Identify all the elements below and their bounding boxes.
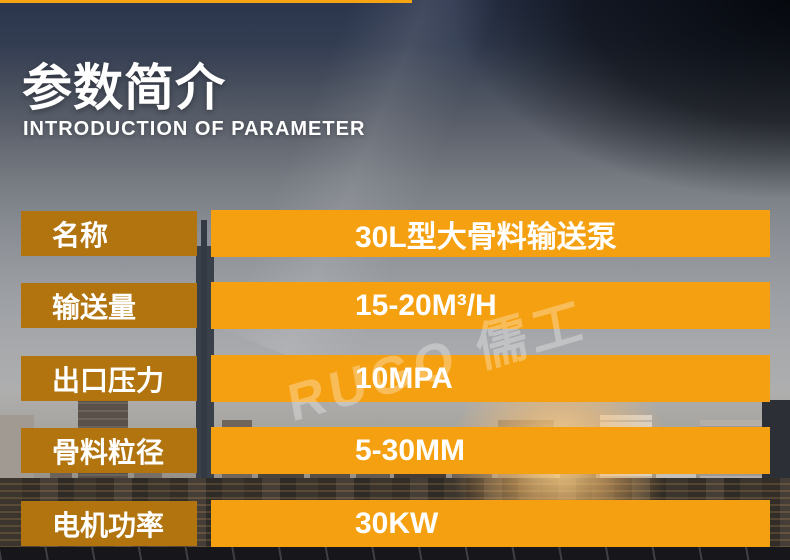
param-row-outlet-pressure: 出口压力 10MPA [21, 355, 770, 402]
param-value: 15-20M³/H [211, 282, 770, 329]
param-row-motor-power: 电机功率 30KW [21, 500, 770, 547]
top-accent-bar [0, 0, 412, 3]
param-value: 30L型大骨料输送泵 [211, 210, 770, 257]
page-title: 参数简介 [22, 60, 226, 116]
param-row-capacity: 输送量 15-20M³/H [21, 282, 770, 329]
road [0, 547, 790, 560]
page-subtitle: INTRODUCTION OF PARAMETER [23, 118, 366, 140]
param-value: 30KW [211, 500, 770, 547]
param-label: 骨料粒径 [21, 428, 197, 473]
param-value: 5-30MM [211, 427, 770, 474]
param-label: 名称 [21, 211, 197, 256]
param-row-aggregate-size: 骨料粒径 5-30MM [21, 427, 770, 474]
param-label: 出口压力 [21, 356, 197, 401]
param-label: 电机功率 [21, 501, 197, 546]
param-label: 输送量 [21, 283, 197, 328]
param-value: 10MPA [211, 355, 770, 402]
tower-antenna [201, 220, 207, 548]
param-row-name: 名称 30L型大骨料输送泵 [21, 210, 770, 257]
